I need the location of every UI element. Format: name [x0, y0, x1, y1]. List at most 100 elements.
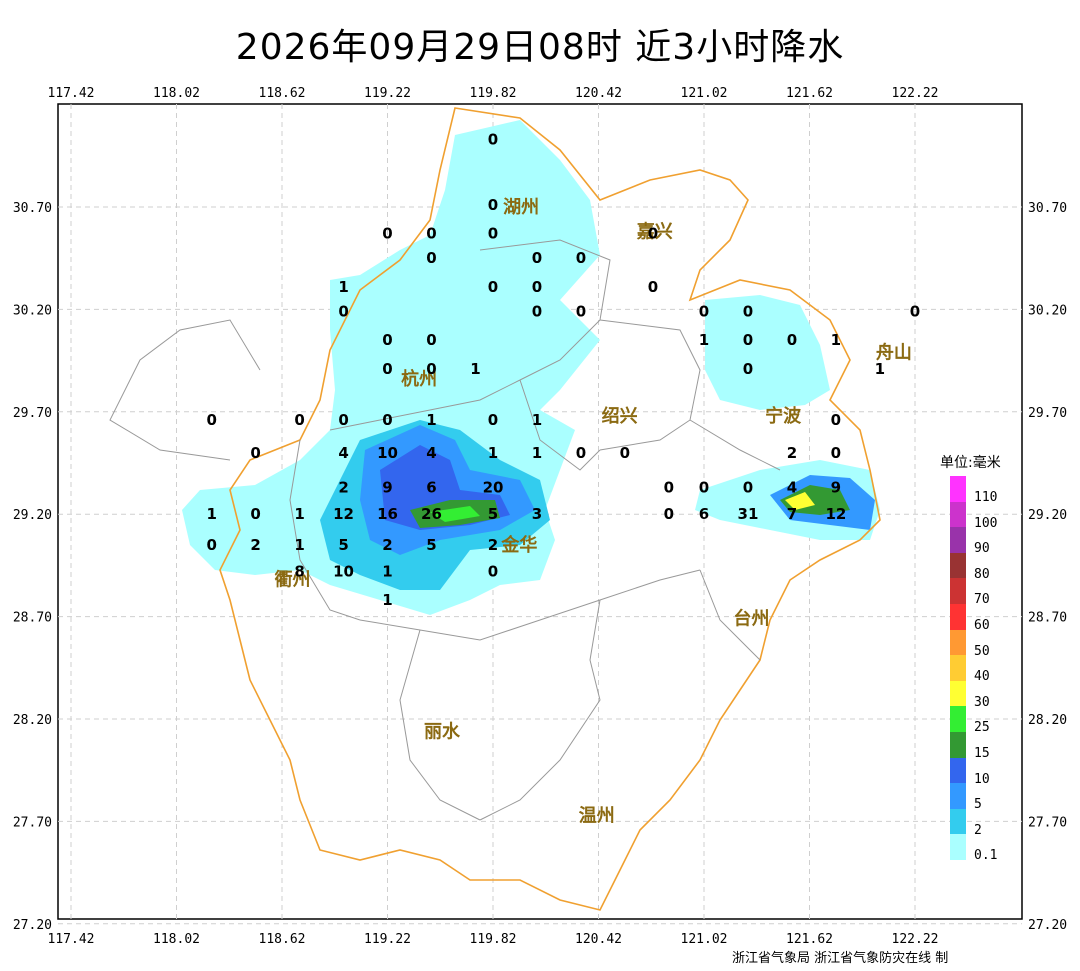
station-value: 0 [831, 444, 841, 462]
station-value: 1 [875, 360, 885, 378]
station-value: 0 [576, 444, 586, 462]
station-value: 0 [206, 411, 216, 429]
station-value: 1 [699, 331, 709, 349]
station-value: 0 [488, 196, 498, 214]
lon-tick-label-top: 121.02 [681, 86, 728, 101]
station-value: 0 [426, 249, 436, 267]
legend-item: 40 [938, 655, 1028, 685]
legend-label: 15 [974, 745, 990, 761]
lon-tick-label-top: 117.42 [48, 86, 95, 101]
station-value: 0 [576, 249, 586, 267]
legend-item: 90 [938, 527, 1028, 556]
lon-tick-label-top: 120.42 [575, 86, 622, 101]
station-value: 2 [382, 536, 392, 554]
station-value: 5 [338, 536, 348, 554]
city-label: 温州 [579, 805, 615, 826]
legend-item: 5 [938, 783, 1028, 813]
station-value: 1 [338, 278, 348, 296]
station-value: 0 [426, 331, 436, 349]
station-value: 9 [382, 479, 392, 497]
legend-swatch [950, 706, 966, 732]
legend-swatch [950, 783, 966, 809]
station-value: 0 [488, 563, 498, 581]
station-value: 0 [488, 278, 498, 296]
lon-tick-label-bottom: 122.22 [892, 932, 939, 947]
station-values: 000 0 0 00 0 01 0 0 00 0 0 0 0 00 0 1 0 0 10 0 1 0 10 0 0 0 1 0 1 00 4… [206, 130, 920, 609]
legend-item: 50 [938, 629, 1028, 659]
station-value: 16 [377, 505, 398, 523]
lon-tick-label-top: 118.62 [259, 86, 306, 101]
station-value: 1 [488, 444, 498, 462]
lon-tick-label-bottom: 121.02 [681, 932, 728, 947]
legend-item: 30 [938, 680, 1028, 710]
legend-label: 30 [974, 694, 990, 710]
city-label: 舟山 [876, 341, 912, 363]
station-value: 5 [488, 505, 498, 523]
station-value: 0 [831, 411, 841, 429]
station-value: 0 [743, 331, 753, 349]
legend-swatch [950, 629, 966, 656]
station-value: 0 [910, 302, 920, 320]
station-value: 0 [338, 411, 348, 429]
station-value: 0 [664, 505, 674, 523]
station-value: 0 [648, 225, 658, 243]
station-value: 0 [532, 249, 542, 267]
city-label: 衢州 [275, 569, 311, 591]
station-value: 4 [338, 444, 348, 462]
station-value: 2 [488, 536, 498, 554]
lat-tick-label-left: 28.70 [13, 611, 52, 626]
lon-tick-label-top: 118.02 [153, 86, 200, 101]
station-value: 5 [426, 536, 436, 554]
legend-label: 60 [974, 617, 990, 633]
credit-line: 浙江省气象局 浙江省气象防灾在线 制 [732, 951, 949, 966]
legend-item: 110 [938, 476, 1028, 505]
city-label: 杭州 [401, 368, 437, 390]
legend-label: 0.1 [974, 848, 998, 864]
rain-area-intense-core [430, 506, 480, 522]
lat-tick-label-left: 27.70 [13, 815, 52, 830]
lon-tick-label-top: 119.22 [364, 86, 411, 101]
city-label: 湖州 [503, 197, 539, 218]
lon-tick-label-bottom: 118.62 [259, 932, 306, 947]
station-value: 26 [421, 505, 442, 523]
station-value: 10 [377, 444, 398, 462]
lat-tick-label-left: 28.20 [13, 713, 52, 728]
legend-label: 10 [974, 771, 990, 787]
legend-swatch [950, 552, 966, 579]
station-value: 1 [382, 563, 392, 581]
station-value: 0 [294, 411, 304, 429]
legend-swatch [950, 655, 966, 681]
legend-label: 5 [974, 797, 982, 813]
city-label: 绍兴 [602, 405, 638, 427]
lat-tick-label-left: 29.20 [13, 508, 52, 523]
legend-item: 60 [938, 603, 1028, 633]
legend-swatch [950, 680, 966, 707]
legend-label: 110 [974, 490, 998, 505]
legend-swatch [950, 578, 966, 604]
station-value: 6 [426, 479, 436, 497]
station-value: 0 [743, 479, 753, 497]
legend-swatch [950, 808, 966, 835]
rain-area-east [705, 295, 830, 410]
city-label: 宁波 [765, 405, 802, 427]
rain-shading [182, 120, 880, 615]
station-value: 0 [206, 536, 216, 554]
station-value: 0 [620, 444, 630, 462]
legend-label: 40 [974, 669, 990, 685]
station-value: 0 [699, 302, 709, 320]
station-value: 0 [787, 331, 797, 349]
legend-item: 100 [938, 501, 1028, 531]
station-value: 0 [488, 130, 498, 148]
lon-tick-label-top: 121.62 [786, 86, 833, 101]
city-label: 金华 [500, 534, 537, 556]
lon-tick-label-bottom: 121.62 [786, 932, 833, 947]
station-value: 4 [426, 444, 436, 462]
legend-item: 2 [938, 808, 1028, 838]
legend-label: 80 [974, 566, 990, 582]
station-value: 2 [250, 536, 260, 554]
station-value: 0 [382, 225, 392, 243]
station-value: 31 [738, 505, 759, 523]
lat-tick-label-right: 29.20 [1028, 508, 1067, 523]
station-value: 2 [787, 444, 797, 462]
